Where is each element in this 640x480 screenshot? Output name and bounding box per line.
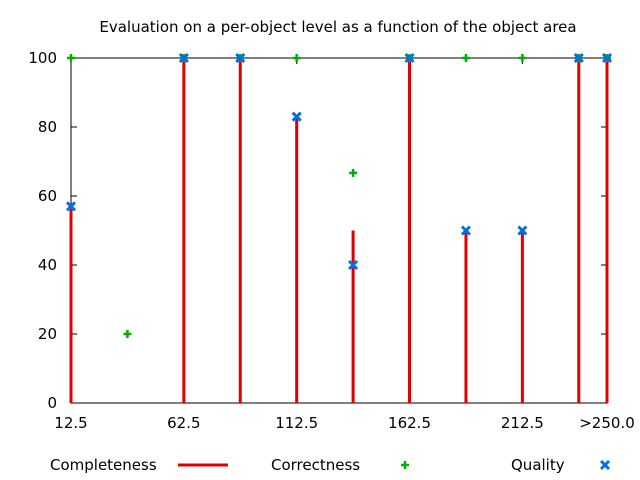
correctness-point <box>349 168 358 177</box>
x-tick-label: 62.5 <box>167 414 200 432</box>
legend-swatch-correctness <box>401 461 409 469</box>
x-axis-ticks: 12.5 62.5 112.5 162.5 212.5 >250.0 <box>54 58 635 432</box>
quality-point <box>235 52 246 64</box>
legend-cross-marker <box>599 459 611 471</box>
quality-point <box>178 52 189 64</box>
quality-point <box>348 259 359 271</box>
x-tick-label: 212.5 <box>501 414 544 432</box>
quality-point <box>291 111 302 122</box>
y-tick-label: 40 <box>38 256 57 274</box>
x-tick-label: 12.5 <box>54 414 87 432</box>
correctness-point <box>123 330 132 338</box>
quality-point <box>65 201 77 212</box>
quality-point <box>460 225 472 236</box>
y-tick-label: 20 <box>38 325 57 343</box>
y-tick-label: 0 <box>47 394 57 412</box>
correctness-point <box>292 54 301 62</box>
correctness-point <box>67 54 75 62</box>
correctness-point <box>461 54 470 62</box>
correctness-point <box>518 54 527 62</box>
y-tick-label: 60 <box>38 187 57 205</box>
legend: Completeness Correctness Quality <box>50 456 611 474</box>
correctness-series <box>67 54 611 338</box>
completeness-series <box>69 58 609 403</box>
chart-title: Evaluation on a per-object level as a fu… <box>99 18 576 36</box>
legend-label-correctness: Correctness <box>271 456 360 474</box>
quality-point <box>404 52 415 64</box>
legend-label-quality: Quality <box>511 456 565 474</box>
x-tick-label: >250.0 <box>579 414 635 432</box>
quality-point <box>517 225 528 236</box>
x-tick-label: 112.5 <box>275 414 318 432</box>
y-tick-label: 100 <box>28 49 57 67</box>
y-tick-label: 80 <box>38 118 57 136</box>
y-axis-ticks: 0 20 40 60 80 100 <box>28 49 607 412</box>
quality-series <box>65 52 613 271</box>
quality-point <box>573 52 584 64</box>
x-tick-label: 162.5 <box>388 414 431 432</box>
legend-swatch-quality <box>599 459 611 471</box>
legend-plus-marker <box>401 461 409 469</box>
legend-label-completeness: Completeness <box>50 456 157 474</box>
plot-frame <box>70 57 608 404</box>
quality-point <box>601 52 613 64</box>
